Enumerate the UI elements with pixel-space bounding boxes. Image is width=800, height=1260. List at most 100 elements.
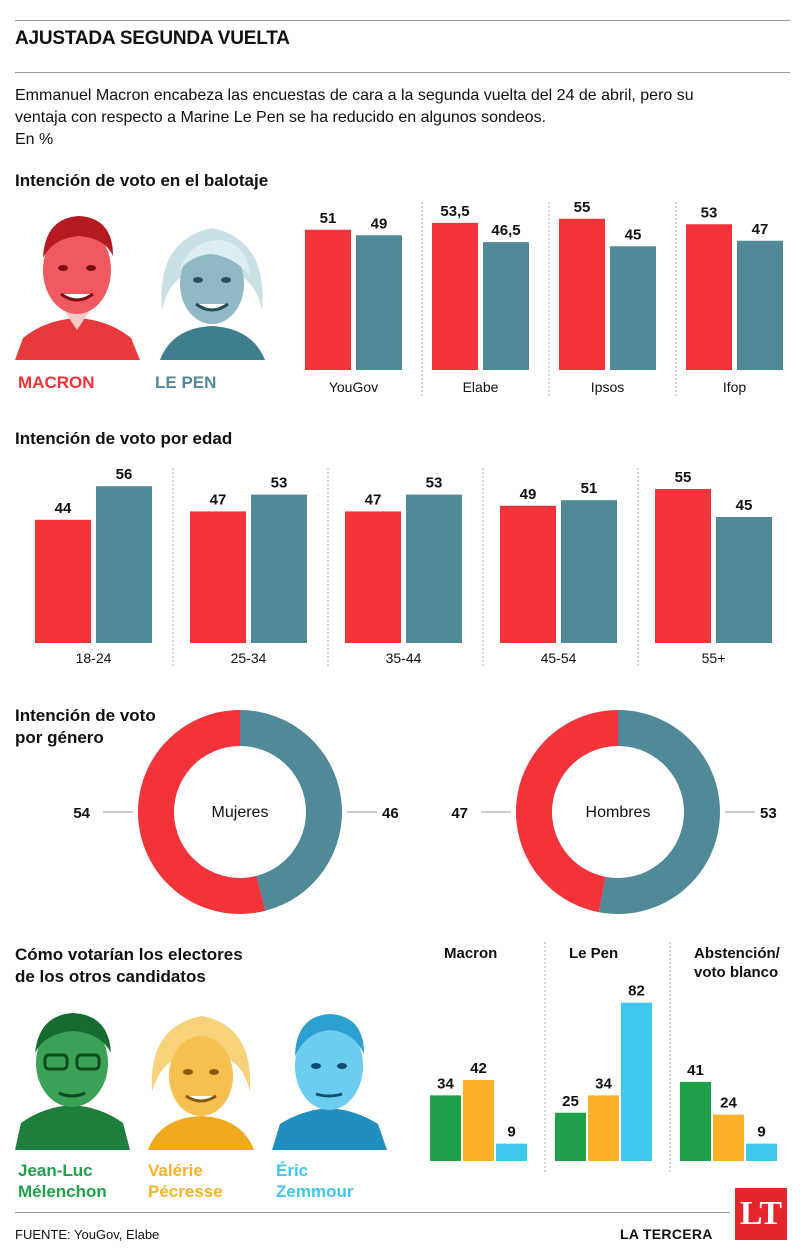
bar-value-label: 45	[736, 497, 753, 514]
section-title-genero-line2: por género	[15, 728, 104, 747]
donut-value-macron: 54	[73, 805, 90, 822]
donut-slice-lepen	[598, 710, 720, 914]
bar-value-label: 51	[320, 210, 337, 227]
section-title-electores-line1: Cómo votarían los electores	[15, 945, 243, 964]
donut-slice-macron	[515, 710, 618, 913]
footer-rule	[15, 1212, 730, 1213]
bar-age-4-0	[655, 489, 711, 643]
donut-value-lepen: 46	[382, 805, 399, 822]
bar-age-1-0	[190, 511, 246, 643]
bar-voter-0-0	[430, 1095, 461, 1161]
macron-label: MACRON	[18, 373, 95, 392]
bar-yougov-1	[356, 235, 402, 370]
group-label: Abstención/	[694, 945, 781, 962]
bar-value-label: 34	[595, 1075, 612, 1092]
bar-age-0-0	[35, 519, 91, 643]
page-title: AJUSTADA SEGUNDA VUELTA	[15, 28, 290, 49]
melenchon-label-line1: Jean-Luc	[18, 1161, 93, 1180]
donut-value-macron: 47	[451, 805, 468, 822]
bar-value-label: 82	[628, 983, 645, 1000]
bar-value-label: 55	[675, 469, 692, 486]
bar-age-4-1	[716, 517, 772, 643]
section-title-genero: Intención de voto por género	[15, 705, 156, 749]
bar-ipsos-0	[559, 218, 605, 370]
bar-voter-1-2	[621, 1002, 652, 1161]
bar-voter-0-1	[463, 1079, 494, 1161]
bar-value-label: 25	[562, 1093, 579, 1110]
category-label-age: 25-34	[231, 650, 267, 666]
bar-voter-0-2	[496, 1143, 527, 1161]
category-label-ifop: Ifop	[723, 379, 747, 395]
pecresse-label: Valérie Pécresse	[148, 1160, 223, 1202]
unit-note: En %	[15, 131, 54, 148]
bar-value-label: 46,5	[491, 222, 520, 239]
bar-value-label: 47	[752, 221, 769, 238]
pecresse-label-line1: Valérie	[148, 1161, 203, 1180]
lepen-portrait	[150, 210, 275, 360]
zemmour-portrait	[272, 1000, 387, 1150]
melenchon-label: Jean-Luc Mélenchon	[18, 1160, 107, 1202]
donut-center-label: Hombres	[586, 804, 651, 821]
bar-ifop-1	[737, 240, 783, 370]
donut-value-lepen: 53	[760, 805, 777, 822]
section-title-edad: Intención de voto por edad	[15, 429, 233, 448]
bar-value-label: 51	[581, 480, 598, 497]
bar-age-3-1	[561, 500, 617, 643]
pecresse-portrait	[142, 1000, 260, 1150]
brand-logo: LT	[735, 1188, 787, 1240]
category-label-age: 18-24	[76, 650, 112, 666]
bar-voter-1-1	[588, 1095, 619, 1161]
bar-voter-2-1	[713, 1114, 744, 1161]
category-label-age: 55+	[702, 650, 726, 666]
bar-value-label: 9	[757, 1124, 765, 1141]
donut-slice-lepen	[240, 710, 343, 911]
bar-voter-2-0	[680, 1081, 711, 1161]
intro-text: Emmanuel Macron encabeza las encuestas d…	[15, 85, 715, 151]
intro-paragraph: Emmanuel Macron encabeza las encuestas d…	[15, 87, 694, 126]
zemmour-label-line1: Éric	[276, 1161, 309, 1180]
bar-voter-2-2	[746, 1143, 777, 1161]
group-label: Le Pen	[569, 945, 618, 962]
bar-value-label: 44	[55, 500, 72, 517]
bar-ipsos-1	[610, 246, 656, 370]
bar-value-label: 47	[210, 491, 227, 508]
bar-value-label: 53,5	[440, 203, 469, 220]
bar-value-label: 55	[574, 199, 591, 216]
section-title-electores: Cómo votarían los electores de los otros…	[15, 944, 243, 988]
top-rule	[15, 20, 790, 21]
zemmour-label: Éric Zemmour	[276, 1160, 353, 1202]
title-rule	[15, 72, 790, 73]
section-title-electores-line2: de los otros candidatos	[15, 967, 206, 986]
group-label: Macron	[444, 945, 497, 962]
bar-age-3-0	[500, 505, 556, 643]
bar-value-label: 53	[426, 475, 443, 492]
category-label-ipsos: Ipsos	[591, 379, 624, 395]
bar-ifop-0	[686, 224, 732, 370]
section-title-balotaje: Intención de voto en el balotaje	[15, 171, 269, 190]
bar-age-2-1	[406, 494, 462, 643]
group-label: voto blanco	[694, 964, 778, 981]
bar-value-label: 56	[116, 466, 133, 483]
pecresse-label-line2: Pécresse	[148, 1182, 223, 1201]
source-note: FUENTE: YouGov, Elabe	[15, 1227, 160, 1242]
bar-value-label: 49	[371, 215, 388, 232]
bar-elabe-0	[432, 222, 478, 370]
donut-center-label: Mujeres	[212, 804, 269, 821]
bar-age-1-1	[251, 494, 307, 643]
category-label-yougov: YouGov	[329, 379, 378, 395]
bar-elabe-1	[483, 242, 529, 370]
melenchon-portrait	[15, 995, 130, 1150]
macron-portrait	[15, 200, 140, 360]
bar-value-label: 53	[271, 475, 288, 492]
bar-yougov-0	[305, 229, 351, 370]
bar-value-label: 9	[507, 1124, 515, 1141]
section-title-genero-line1: Intención de voto	[15, 706, 156, 725]
bar-value-label: 45	[625, 226, 642, 243]
category-label-age: 35-44	[386, 650, 422, 666]
bar-value-label: 47	[365, 491, 382, 508]
brand-name: LA TERCERA	[620, 1226, 713, 1242]
bar-value-label: 53	[701, 204, 718, 221]
bar-value-label: 42	[470, 1060, 487, 1077]
bar-age-0-1	[96, 486, 152, 643]
